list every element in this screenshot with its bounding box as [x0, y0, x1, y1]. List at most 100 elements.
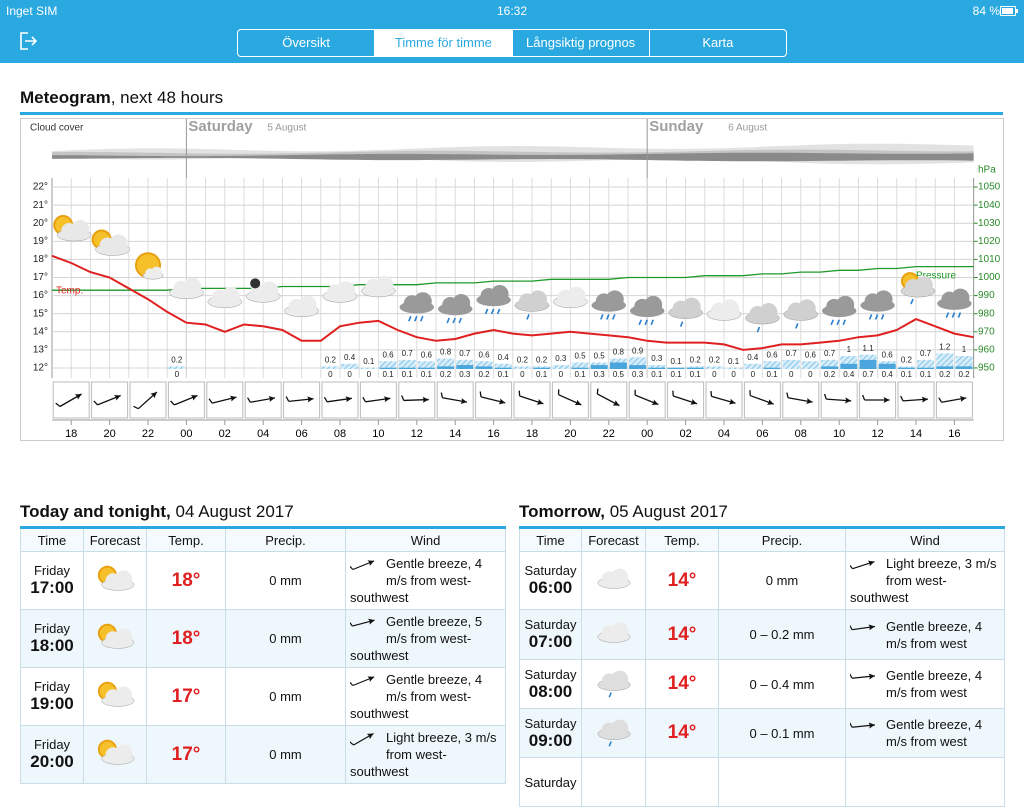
- wind-head: [806, 398, 813, 404]
- precip-max-bar: [821, 359, 839, 369]
- weather-icon: [597, 622, 630, 643]
- cloud: [221, 286, 240, 305]
- rain-drop: [795, 323, 799, 329]
- rain-drop: [600, 314, 604, 320]
- x-tick-label: 12: [871, 428, 883, 440]
- wind-cell: [897, 381, 935, 419]
- forecast-cell: [581, 708, 646, 758]
- weather-icon: [821, 295, 857, 326]
- column-header: Temp.: [146, 527, 226, 552]
- wind-text: Gentle breeze, 4 m/s from west: [886, 668, 983, 700]
- precip-max-label: 0.8: [613, 348, 625, 357]
- y2-tick-label: 990: [978, 290, 995, 301]
- time: 09:00: [528, 730, 573, 750]
- logout-button[interactable]: [18, 31, 38, 51]
- header-row: Time Forecast Temp. Precip. Wind: [20, 527, 506, 552]
- wind-head: [345, 396, 352, 403]
- cloud: [490, 284, 509, 303]
- rain-drop: [910, 298, 914, 305]
- precip-max-bar: [917, 359, 935, 369]
- precip-min-label: 0: [751, 370, 756, 379]
- weather-icon: [900, 272, 936, 305]
- precip-cell: 0 – 0.1 mm: [718, 708, 846, 758]
- rain-drop: [484, 308, 489, 315]
- precip-max-label: 0.5: [594, 352, 606, 361]
- chart-frame: [20, 118, 1004, 441]
- wind-cell: Gentle breeze, 5 m/s from west-southwest: [345, 609, 506, 668]
- precip-min-label: 0.4: [843, 370, 855, 379]
- weather-icon: [91, 229, 130, 256]
- day: Friday: [33, 563, 71, 578]
- wind-arrow: [749, 390, 774, 405]
- precip-max-label: 0.6: [805, 350, 817, 359]
- wind-cell: [52, 381, 90, 419]
- time-cell: Saturday 08:00: [519, 659, 582, 709]
- forecast-icon: [97, 739, 135, 765]
- forecast-icon: [597, 719, 630, 747]
- wind-arrow: [850, 673, 876, 680]
- rain-drop: [644, 319, 648, 326]
- rain-drop: [420, 315, 424, 322]
- precip-min-label: 0.1: [690, 370, 702, 379]
- wind-icon: [850, 560, 875, 570]
- weather-icon: [937, 288, 972, 318]
- precip-max-bar: [705, 366, 723, 369]
- wind-head: [612, 400, 620, 406]
- temperature-line: [51, 254, 974, 351]
- precip-max-label: 0.4: [747, 353, 759, 362]
- precip-min-bar: [609, 362, 627, 369]
- tab-bar: Översikt Timme för timme Långsiktig prog…: [237, 29, 787, 57]
- precip-cell: 0 mm: [225, 609, 346, 668]
- wind-text: Gentle breeze, 4 m/s from west: [886, 717, 983, 749]
- wind-head: [883, 397, 890, 403]
- wind-text: Gentle breeze, 5 m/s from west-southwest: [350, 614, 483, 663]
- wind-arrow: [823, 393, 852, 404]
- temperature: 18°: [171, 569, 201, 591]
- tab[interactable]: Långsiktig prognos: [511, 30, 649, 56]
- wind-cell: Gentle breeze, 4 m/s from west: [845, 708, 1005, 758]
- wind-head: [383, 396, 391, 403]
- x-tick-label: 14: [449, 428, 461, 440]
- wind-head: [190, 394, 198, 401]
- precip-max-label: 0.7: [786, 349, 798, 358]
- precip-min-bar: [456, 365, 474, 369]
- wind-barb: [285, 396, 290, 402]
- temperature: 14°: [667, 569, 697, 591]
- wind-arrow: [362, 396, 391, 403]
- cloud: [874, 290, 893, 309]
- tab[interactable]: Timme för timme: [374, 30, 512, 56]
- x-tick-label: 16: [487, 428, 499, 440]
- wind-cell: [845, 757, 1005, 807]
- precip-max-bar: [763, 361, 781, 369]
- wind-barb: [672, 390, 674, 397]
- precipitation: 0 mm: [765, 573, 799, 588]
- y2-tick-label: 1030: [978, 218, 1001, 229]
- column-header: Precip.: [718, 527, 846, 552]
- rain-drop: [638, 319, 642, 326]
- wind-head: [868, 623, 875, 630]
- temperature: 14°: [667, 722, 697, 743]
- wind-head: [422, 396, 429, 403]
- forecast-icon: [597, 622, 630, 643]
- cloud: [721, 299, 739, 318]
- temperature: 17°: [171, 685, 201, 707]
- table-title-date: 04 August 2017: [175, 502, 294, 521]
- tab[interactable]: Karta: [648, 30, 786, 56]
- weather-icon: [553, 286, 588, 309]
- precip-min-label: 0: [520, 370, 525, 379]
- column-header: Wind: [845, 527, 1005, 552]
- x-tick-label: 20: [564, 428, 576, 440]
- wind-arrow: [350, 560, 375, 571]
- wind-icon: [850, 673, 876, 680]
- x-tick-label: 20: [103, 428, 115, 440]
- rain-drop: [650, 319, 654, 326]
- tab[interactable]: Översikt: [282, 35, 330, 50]
- y-tick-label: 13°: [33, 345, 48, 356]
- weather-icon: [169, 277, 204, 299]
- day: Friday: [33, 737, 71, 752]
- temperature: 17°: [171, 743, 201, 765]
- precip-min-label: 0.1: [498, 370, 510, 379]
- precip-max-bar: [341, 363, 359, 369]
- forecast-icon: [597, 670, 630, 698]
- precip-min-label: 0: [367, 370, 372, 379]
